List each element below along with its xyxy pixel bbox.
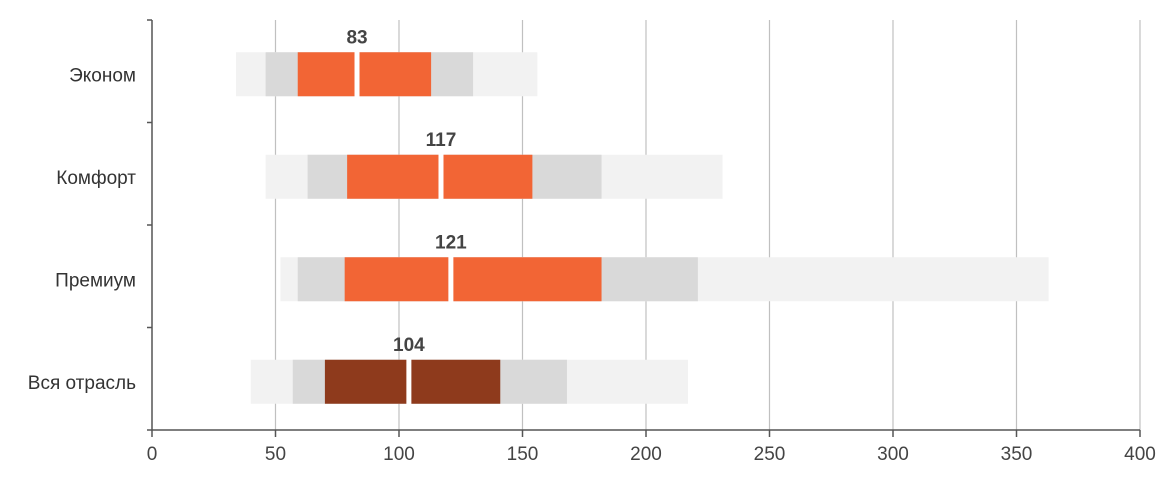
- category-label: Комфорт: [56, 168, 136, 189]
- range-core: [297, 52, 432, 97]
- range-bar-3: [250, 358, 688, 405]
- bars: [235, 51, 1049, 405]
- range-bar-0: [235, 51, 538, 98]
- x-tick-label: 50: [265, 444, 286, 465]
- x-tick-label: 400: [1124, 444, 1156, 465]
- range-core: [344, 257, 602, 302]
- x-tick-label: 350: [1001, 444, 1033, 465]
- x-tick-label: 0: [147, 444, 158, 465]
- median-label: 104: [393, 335, 425, 356]
- median-label: 117: [426, 130, 457, 151]
- x-tick-label: 100: [383, 444, 415, 465]
- category-label: Премиум: [55, 270, 136, 291]
- range-bar-1: [265, 153, 723, 200]
- category-label: Эконом: [69, 65, 136, 86]
- axes: [147, 19, 1141, 437]
- labels: 0 50 100 150 200 250 300 350 400 83 Эконом 117 Комфо…: [28, 27, 1156, 465]
- x-tick-label: 250: [754, 444, 786, 465]
- x-tick-label: 300: [877, 444, 909, 465]
- x-tick-label: 150: [507, 444, 539, 465]
- median-label: 121: [435, 232, 467, 253]
- x-tick-label: 200: [630, 444, 662, 465]
- category-label: Вся отрасль: [28, 373, 136, 394]
- range-core: [324, 359, 501, 404]
- median-label: 83: [346, 27, 367, 48]
- range-bar-2: [280, 256, 1049, 303]
